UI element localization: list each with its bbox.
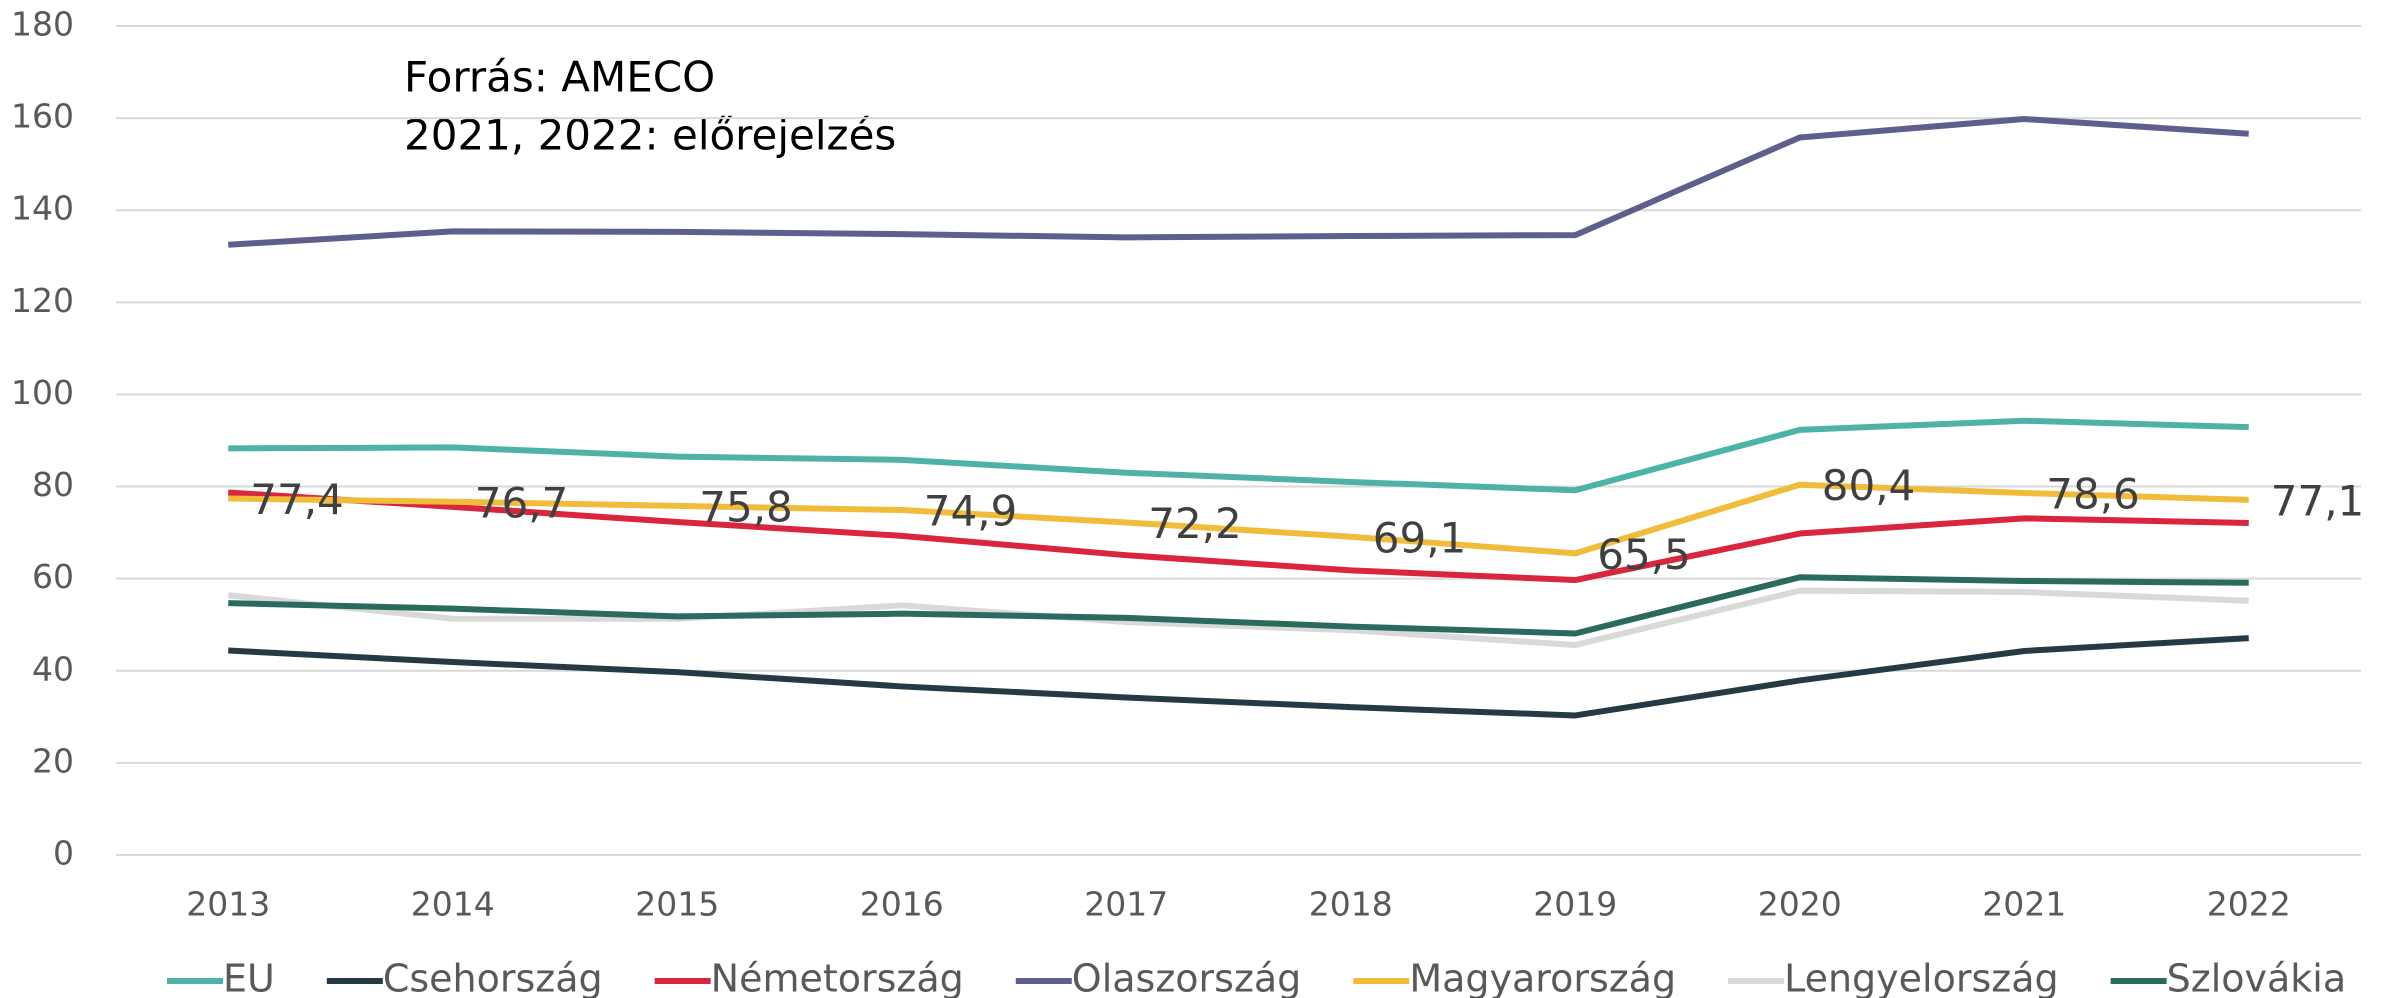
legend-label: Csehország — [383, 957, 603, 998]
series-line — [228, 635, 2249, 719]
legend-label: Németország — [711, 957, 964, 998]
series-line — [228, 417, 2249, 494]
data-label: 77,4 — [250, 475, 344, 524]
y-tick-label: 120 — [11, 281, 74, 320]
annotation: Forrás: AMECO — [404, 53, 715, 102]
data-label: 77,1 — [2271, 476, 2365, 525]
series-line — [228, 574, 2249, 637]
y-tick-label: 80 — [32, 465, 74, 504]
series-line — [228, 481, 2249, 557]
series-line — [227, 587, 2249, 648]
data-label: 75,8 — [699, 482, 793, 531]
x-tick-label: 2022 — [2207, 885, 2291, 924]
y-tick-label: 140 — [11, 189, 74, 228]
x-tick-label: 2019 — [1533, 885, 1617, 924]
x-tick-label: 2014 — [411, 885, 495, 924]
y-tick-label: 180 — [11, 5, 74, 44]
legend-label: Szlovákia — [2167, 957, 2347, 998]
x-tick-label: 2015 — [635, 885, 719, 924]
legend-label: Magyarország — [1409, 957, 1676, 998]
data-label: 65,5 — [1597, 530, 1691, 579]
y-tick-label: 100 — [11, 373, 74, 412]
x-tick-label: 2020 — [1758, 885, 1842, 924]
x-tick-label: 2013 — [186, 885, 270, 924]
y-tick-label: 40 — [32, 649, 74, 688]
data-label: 69,1 — [1373, 513, 1467, 562]
x-tick-label: 2016 — [860, 885, 944, 924]
legend-label: Olaszország — [1072, 957, 1302, 998]
data-label: 72,2 — [1148, 499, 1242, 548]
legend-label: Lengyelország — [1784, 957, 2059, 998]
legend-label: EU — [223, 957, 275, 998]
series-line — [228, 116, 2249, 248]
y-tick-label: 20 — [32, 741, 74, 780]
data-label: 80,4 — [1822, 461, 1916, 510]
y-tick-label: 60 — [32, 557, 74, 596]
series-line — [228, 489, 2249, 584]
x-tick-label: 2021 — [1982, 885, 2066, 924]
x-tick-label: 2017 — [1084, 885, 1168, 924]
y-tick-label: 0 — [53, 834, 74, 873]
data-label: 78,6 — [2046, 470, 2140, 519]
y-tick-label: 160 — [11, 97, 74, 136]
x-tick-label: 2018 — [1309, 885, 1393, 924]
data-label: 76,7 — [475, 478, 569, 527]
data-label: 74,9 — [924, 487, 1018, 536]
